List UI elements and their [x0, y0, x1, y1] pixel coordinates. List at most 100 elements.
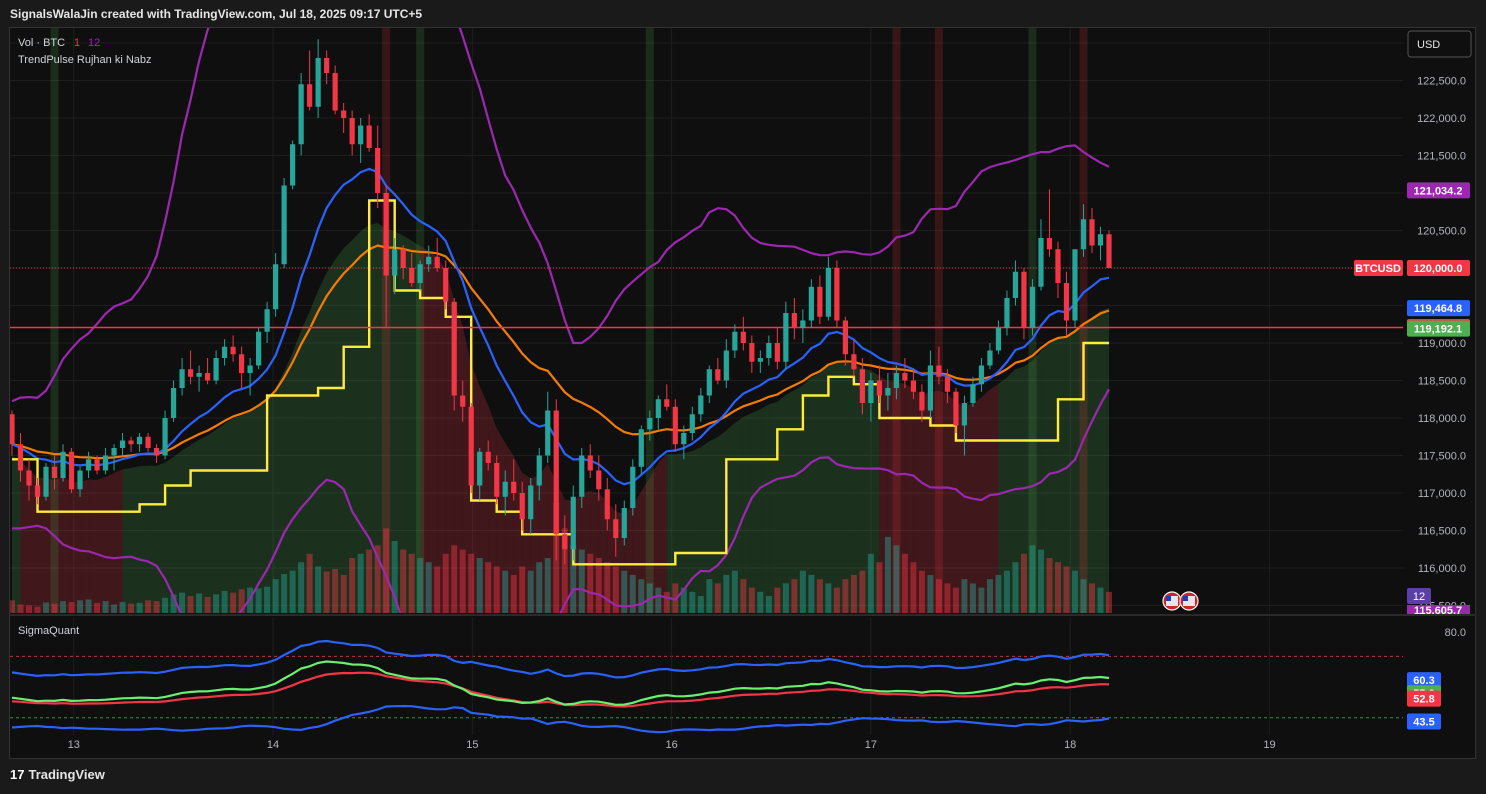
- candle[interactable]: [264, 301, 270, 343]
- oscillator-pane[interactable]: [10, 617, 1403, 735]
- candle[interactable]: [68, 448, 75, 493]
- candle[interactable]: [1046, 189, 1053, 257]
- time-axis[interactable]: 13 14 15 16 17 18 19: [68, 739, 1276, 751]
- candle[interactable]: [273, 253, 279, 317]
- candle[interactable]: [757, 350, 763, 374]
- candle[interactable]: [324, 50, 330, 85]
- candle[interactable]: [468, 403, 474, 493]
- candle[interactable]: [978, 358, 985, 392]
- candle[interactable]: [936, 346, 942, 385]
- candle[interactable]: [706, 365, 712, 404]
- candle[interactable]: [230, 335, 236, 362]
- tradingview-logo[interactable]: 17 TradingView: [10, 767, 105, 782]
- candle[interactable]: [545, 391, 551, 463]
- candle[interactable]: [281, 178, 287, 268]
- candle[interactable]: [196, 365, 202, 392]
- candle[interactable]: [570, 485, 576, 561]
- candle[interactable]: [383, 185, 389, 329]
- candle[interactable]: [970, 376, 976, 407]
- candle[interactable]: [443, 260, 449, 310]
- candle[interactable]: [298, 73, 304, 156]
- candle[interactable]: [817, 275, 823, 325]
- candle[interactable]: [919, 384, 925, 422]
- candle[interactable]: [808, 279, 814, 328]
- candle[interactable]: [17, 433, 24, 482]
- candle[interactable]: [426, 245, 432, 272]
- candle[interactable]: [51, 455, 58, 490]
- candle[interactable]: [842, 316, 848, 366]
- candle[interactable]: [94, 455, 100, 475]
- candle[interactable]: [987, 343, 993, 370]
- candle[interactable]: [800, 309, 806, 343]
- candle[interactable]: [1029, 279, 1036, 336]
- candle[interactable]: [341, 103, 347, 133]
- candle[interactable]: [119, 433, 126, 456]
- candle[interactable]: [128, 436, 134, 452]
- candle[interactable]: [451, 298, 457, 411]
- candle[interactable]: [145, 433, 151, 452]
- candle[interactable]: [689, 406, 695, 441]
- candle[interactable]: [460, 380, 466, 422]
- candle[interactable]: [953, 388, 959, 433]
- candle[interactable]: [596, 455, 602, 501]
- candle[interactable]: [162, 410, 168, 460]
- candle[interactable]: [587, 444, 593, 478]
- candle[interactable]: [672, 399, 678, 452]
- candle[interactable]: [723, 339, 729, 388]
- candle[interactable]: [179, 358, 185, 396]
- candle[interactable]: [307, 50, 313, 111]
- candle[interactable]: [221, 339, 228, 366]
- candle[interactable]: [1004, 290, 1010, 336]
- candle[interactable]: [392, 238, 398, 295]
- candle[interactable]: [256, 328, 262, 370]
- candle[interactable]: [400, 245, 406, 280]
- candle[interactable]: [536, 448, 542, 501]
- candle[interactable]: [1038, 219, 1044, 291]
- candle[interactable]: [434, 238, 440, 272]
- candle[interactable]: [927, 350, 934, 419]
- candle[interactable]: [494, 455, 500, 505]
- candle[interactable]: [655, 395, 661, 430]
- candle[interactable]: [1080, 204, 1087, 257]
- candle[interactable]: [885, 373, 891, 411]
- candle[interactable]: [111, 444, 117, 471]
- candle[interactable]: [239, 346, 245, 388]
- candle[interactable]: [791, 298, 797, 340]
- candle[interactable]: [519, 481, 525, 531]
- candle[interactable]: [136, 433, 143, 452]
- candle[interactable]: [893, 365, 900, 400]
- candle[interactable]: [834, 260, 840, 329]
- candle[interactable]: [43, 463, 49, 501]
- candle[interactable]: [1097, 226, 1104, 261]
- candle[interactable]: [528, 478, 534, 535]
- candle[interactable]: [77, 466, 83, 497]
- candle[interactable]: [9, 410, 15, 456]
- candle[interactable]: [732, 324, 738, 358]
- candle[interactable]: [1055, 241, 1061, 298]
- event-flag-icon[interactable]: [1162, 591, 1182, 611]
- candle[interactable]: [647, 410, 653, 441]
- candle[interactable]: [204, 358, 211, 385]
- candle[interactable]: [102, 448, 109, 475]
- candle[interactable]: [664, 384, 670, 411]
- candle[interactable]: [1106, 230, 1112, 269]
- candle[interactable]: [511, 459, 517, 501]
- candle[interactable]: [604, 478, 610, 531]
- event-flag-icon[interactable]: [1179, 591, 1199, 611]
- candle[interactable]: [213, 350, 219, 385]
- candle[interactable]: [375, 125, 381, 209]
- candle[interactable]: [766, 335, 772, 366]
- candle[interactable]: [995, 320, 1002, 355]
- candle[interactable]: [60, 444, 66, 482]
- candle[interactable]: [358, 118, 364, 163]
- candle[interactable]: [613, 504, 619, 557]
- candle[interactable]: [417, 260, 423, 291]
- candle[interactable]: [34, 478, 41, 505]
- indicator-legend[interactable]: Vol · BTC 1 12 TrendPulse Rujhan ki Nabz: [18, 37, 152, 66]
- candle[interactable]: [366, 114, 372, 152]
- candle[interactable]: [944, 369, 951, 403]
- candle[interactable]: [961, 395, 968, 456]
- candle[interactable]: [910, 369, 917, 400]
- candle[interactable]: [85, 451, 92, 478]
